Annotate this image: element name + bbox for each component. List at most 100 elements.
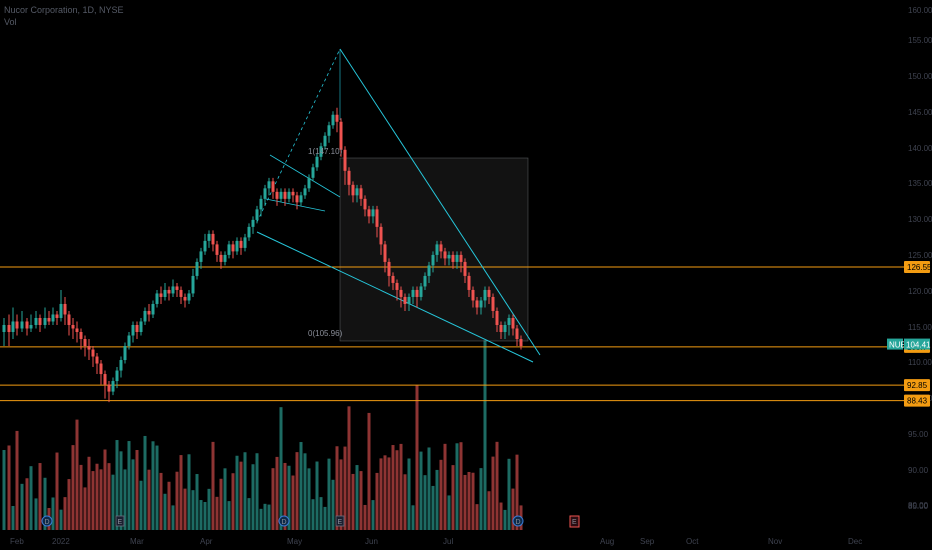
volume-bar xyxy=(55,452,59,530)
candle-body xyxy=(223,254,227,262)
candle-body xyxy=(255,209,259,220)
volume-bar xyxy=(503,509,507,530)
time-tick-label: Jun xyxy=(365,537,378,546)
candle-body xyxy=(507,317,511,325)
candle-body xyxy=(2,324,6,332)
candle-body xyxy=(435,244,439,255)
candle-body xyxy=(251,219,255,227)
volume-bar xyxy=(435,469,439,530)
volume-bar xyxy=(367,412,371,530)
candle-body xyxy=(167,289,171,294)
fib-box[interactable] xyxy=(339,157,529,342)
volume-bar xyxy=(167,481,171,530)
fib-top-label: 1(147.10) xyxy=(308,147,343,156)
candle-body xyxy=(315,156,319,168)
candle-body xyxy=(483,289,487,301)
volume-bar xyxy=(159,472,163,530)
candle-body xyxy=(7,324,11,332)
level-126-tag-label: 126.55 xyxy=(907,263,932,272)
candle-body xyxy=(43,317,47,325)
price-tick-label: 160.00 xyxy=(908,6,932,15)
volume-bar xyxy=(163,493,167,530)
upcoming-earnings-marker[interactable]: E xyxy=(569,515,580,528)
volume-bar xyxy=(511,488,515,530)
horizontal-levels[interactable] xyxy=(0,266,904,402)
candle-body xyxy=(499,324,503,332)
volume-bar xyxy=(20,483,24,530)
candle-body xyxy=(443,251,447,259)
dividend-marker[interactable]: D xyxy=(512,515,524,527)
earnings-marker[interactable]: E xyxy=(115,515,125,527)
earnings-marker-label: E xyxy=(118,519,123,526)
price-axis[interactable]: 160.00 155.00 150.00 145.00 140.00 135.00 130.… xyxy=(908,6,932,511)
candle-body xyxy=(415,289,419,297)
candle-body xyxy=(359,188,363,199)
volume-bar xyxy=(111,474,115,530)
candle-body xyxy=(287,191,291,199)
candle-body xyxy=(363,198,367,210)
dividend-marker-label: D xyxy=(516,519,521,526)
volume-bar xyxy=(99,469,103,530)
candle-body xyxy=(515,328,519,340)
candle-body xyxy=(395,282,399,290)
candle-body xyxy=(107,384,111,392)
volume-bar xyxy=(15,430,19,530)
volume-bar xyxy=(223,468,227,530)
time-tick-label: Dec xyxy=(848,537,862,546)
volume-bar xyxy=(515,454,519,530)
volume-bar xyxy=(179,455,183,530)
volume-bar xyxy=(51,497,55,530)
volume-bar xyxy=(379,458,383,530)
volume-bar xyxy=(195,474,199,530)
level-126-tag xyxy=(904,261,930,273)
volume-bar xyxy=(7,445,11,530)
volume-bar xyxy=(375,472,379,530)
candles xyxy=(2,107,523,403)
volume-bar xyxy=(471,472,475,530)
candle-body xyxy=(475,300,479,308)
volume-bar xyxy=(227,501,231,530)
dividend-marker[interactable]: D xyxy=(41,515,53,527)
volume-bar xyxy=(467,471,471,530)
time-tick-label: May xyxy=(287,537,302,546)
volume-bar xyxy=(123,469,127,530)
volume-bar xyxy=(347,406,351,530)
candle-body xyxy=(127,335,131,347)
volume-bar xyxy=(495,441,499,530)
volume-bar xyxy=(151,441,155,530)
volume-bar xyxy=(75,419,79,530)
trendlines[interactable] xyxy=(256,48,541,363)
candle-body xyxy=(25,321,29,329)
price-tick-label: 85.00 xyxy=(908,502,929,511)
candle-body xyxy=(379,226,383,245)
volume-bar xyxy=(79,464,83,530)
candle-body xyxy=(383,244,387,262)
volume-bar xyxy=(29,466,33,530)
volume-bar xyxy=(371,500,375,530)
volume-bar xyxy=(415,385,419,530)
dividend-marker[interactable]: D xyxy=(278,515,290,527)
volume-bar xyxy=(107,463,111,530)
price-tick-label: 130.00 xyxy=(908,215,932,224)
candle-body xyxy=(247,226,251,238)
candle-body xyxy=(207,233,211,241)
volume-bar xyxy=(147,469,151,530)
earnings-marker[interactable]: E xyxy=(335,515,345,527)
candle-body xyxy=(87,346,91,350)
volume-bar xyxy=(343,446,347,530)
symbol-tag-label: NUE xyxy=(889,341,906,350)
candle-body xyxy=(111,381,115,392)
volume-bar xyxy=(83,487,87,530)
volume-bar xyxy=(239,461,243,530)
candle-body xyxy=(95,356,99,364)
volume-bar xyxy=(339,459,343,530)
candle-body xyxy=(115,370,119,382)
candle-body xyxy=(51,314,55,322)
candle-body xyxy=(227,244,231,255)
candle-body xyxy=(203,240,207,252)
candle-body xyxy=(307,177,311,189)
time-tick-label: Feb xyxy=(10,537,24,546)
time-axis[interactable]: Feb 2022 Mar Apr May Jun Jul Aug Sep Oct Nov Dec xyxy=(10,537,862,546)
